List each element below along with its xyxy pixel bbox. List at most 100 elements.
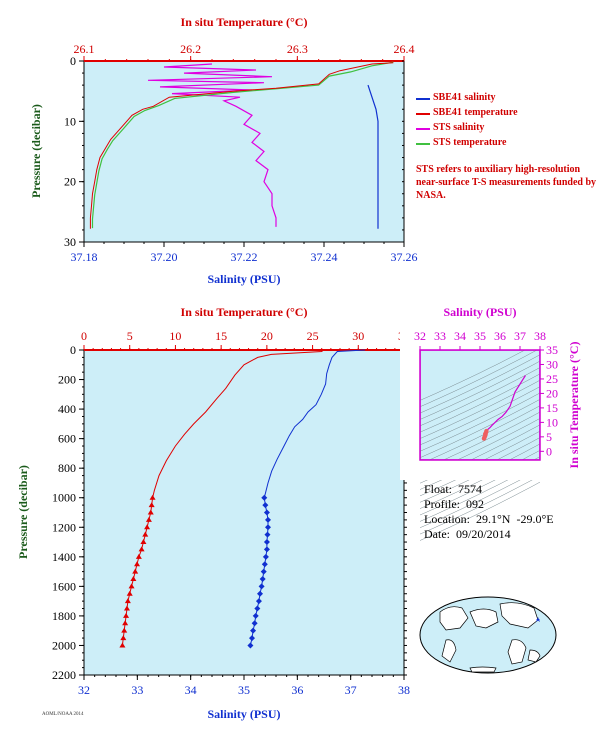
main-salinity-ticks: 32 33 34 35 36 37 38 xyxy=(78,675,410,697)
legend-label: STS temperature xyxy=(433,137,507,148)
temperature-point xyxy=(119,642,126,648)
tick-label: 30 xyxy=(352,329,364,343)
isopycnal-line xyxy=(419,405,541,465)
tick-label: 10 xyxy=(546,415,558,429)
temperature-point xyxy=(134,561,141,567)
salinity-point xyxy=(247,642,254,649)
top-salinity-axis-title: Salinity (PSU) xyxy=(207,272,280,286)
isopycnal-line xyxy=(419,348,541,407)
tick-label: 5 xyxy=(546,430,552,444)
float-info: Float: 7574 Profile: 092 Location: 29.1°… xyxy=(424,482,554,542)
map-location-marker xyxy=(536,617,540,622)
main-pressure-ticks: 0 200 400 600 800 1000 1200 1400 1600 1800 2000 220… xyxy=(52,343,407,682)
temperature-point xyxy=(130,575,137,581)
legend-label: SBE41 salinity xyxy=(433,92,496,103)
isopycnal-line xyxy=(419,379,541,439)
salinity-point xyxy=(263,509,270,516)
ts-series-group xyxy=(481,375,526,441)
tick-label: 26.3 xyxy=(287,42,308,56)
main-series-group xyxy=(119,349,366,649)
tick-label: 26.2 xyxy=(180,42,201,56)
temperature-point xyxy=(123,605,130,611)
top-pressure-axis-title: Pressure (decibar) xyxy=(29,104,43,198)
top-salinity-ticks: 37.18 37.20 37.22 37.24 37.26 xyxy=(71,242,418,264)
date: Date: 09/20/2014 xyxy=(424,527,511,541)
temperature-point xyxy=(128,583,135,589)
main-salinity-axis-title: Salinity (PSU) xyxy=(207,707,280,721)
tick-label: 0 xyxy=(70,54,76,68)
salinity-point xyxy=(250,627,257,634)
top-temperature-axis-title: In situ Temperature (°C) xyxy=(181,15,308,29)
tick-label: 26.4 xyxy=(394,42,415,56)
tick-label: 0 xyxy=(70,343,76,357)
temperature-point xyxy=(135,553,142,559)
salinity-point xyxy=(255,598,262,605)
temperature-point xyxy=(144,524,151,530)
ts-clip-mask xyxy=(540,330,560,480)
sts-note: STS refers to auxiliary high-resolution … xyxy=(416,164,597,201)
tick-label: 37.18 xyxy=(71,250,98,264)
tick-label: 36 xyxy=(494,329,506,343)
salinity-point xyxy=(258,583,265,590)
tick-label: 25 xyxy=(307,329,319,343)
tick-label: 37.22 xyxy=(231,250,258,264)
temperature-point xyxy=(138,546,145,552)
temperature-point xyxy=(145,516,152,522)
salinity-point xyxy=(262,502,269,509)
temperature-point xyxy=(147,509,154,515)
isopycnal-line xyxy=(419,354,541,414)
temperature-point xyxy=(124,598,131,604)
tick-label: 30 xyxy=(546,357,558,371)
salinity-point xyxy=(259,575,266,582)
tick-label: 10 xyxy=(169,329,181,343)
tick-label: 33 xyxy=(131,683,143,697)
ts-salinity-ticks: 32 33 34 35 36 37 38 xyxy=(414,329,546,350)
ts-salinity-axis-title: Salinity (PSU) xyxy=(443,305,516,319)
tick-label: 0 xyxy=(546,444,552,458)
tick-label: 26.1 xyxy=(74,42,95,56)
tick-label: 600 xyxy=(58,432,76,446)
location-map xyxy=(419,596,557,674)
tick-label: 33 xyxy=(434,329,446,343)
tick-label: 35 xyxy=(238,683,250,697)
profile-number: Profile: 092 xyxy=(424,497,484,511)
salinity-point xyxy=(260,568,267,575)
salinity-point xyxy=(249,635,255,642)
series-line-sts-temperature xyxy=(91,61,394,229)
isopycnal-line xyxy=(419,360,541,420)
isopycnal-line xyxy=(419,475,541,535)
main-plot-area xyxy=(83,349,405,676)
main-pressure-axis-title: Pressure (decibar) xyxy=(16,465,30,559)
salinity-point xyxy=(257,590,263,597)
salinity-point xyxy=(263,539,270,546)
ts-chart: Salinity (PSU) 32 33 34 35 36 37 38 0510152025… xyxy=(400,305,581,541)
temperature-point xyxy=(132,568,139,574)
tick-label: 1800 xyxy=(52,609,76,623)
location: Location: 29.1°N -29.0°E xyxy=(424,512,554,526)
top-plot-area xyxy=(83,60,405,243)
tick-label: 20 xyxy=(546,386,558,400)
tick-label: 20 xyxy=(64,175,76,189)
tick-label: 20 xyxy=(261,329,273,343)
tick-label: 15 xyxy=(215,329,227,343)
temperature-point xyxy=(140,539,147,545)
tick-label: 2200 xyxy=(52,668,76,682)
top-series-group xyxy=(89,61,394,229)
legend-label: STS salinity xyxy=(433,122,485,133)
footnote: AOML/NOAA 2014 xyxy=(42,712,84,717)
tick-label: 34 xyxy=(454,329,466,343)
isopycnal-line xyxy=(419,341,541,401)
salinity-point xyxy=(263,546,270,553)
tick-label: 32 xyxy=(414,329,426,343)
top-temperature-ticks: 26.1 26.2 26.3 26.4 xyxy=(74,42,415,61)
tick-label: 800 xyxy=(58,461,76,475)
salinity-point xyxy=(265,524,271,531)
ts-clip-mask xyxy=(420,330,540,350)
salinity-point xyxy=(251,620,258,627)
tick-label: 1400 xyxy=(52,550,76,564)
top-chart: In situ Temperature (°C) 26.1 26.2 26.3 26.… xyxy=(29,15,418,286)
temperature-point xyxy=(142,531,149,537)
legend-swatch xyxy=(416,98,430,100)
